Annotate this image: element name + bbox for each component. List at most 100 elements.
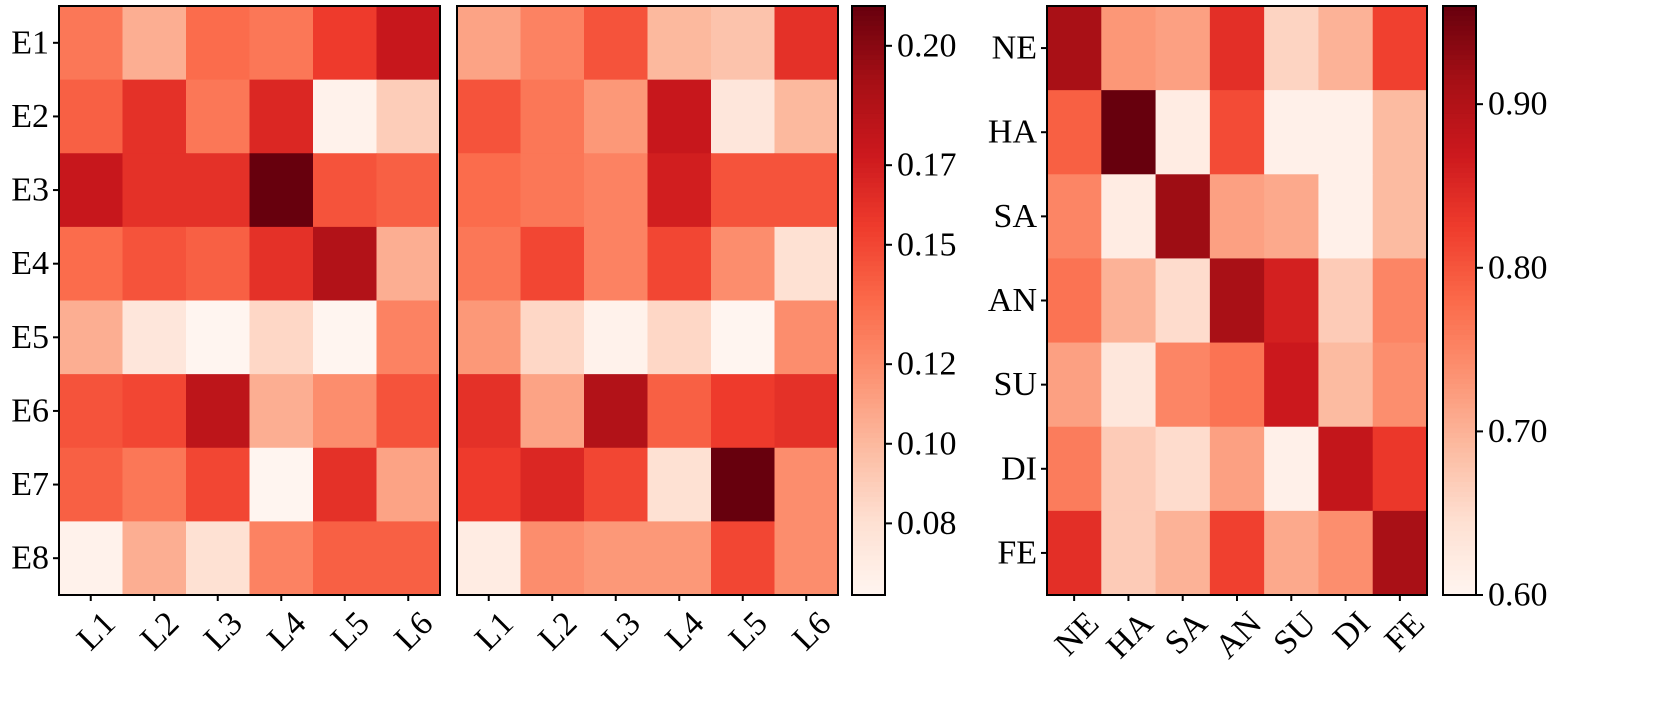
colorbar-segment [852, 506, 885, 513]
colorbar-segment [1443, 447, 1476, 454]
heatmap-cell [1372, 6, 1428, 91]
colorbar-segment [1443, 315, 1476, 321]
x-tick-label: L5 [722, 605, 775, 658]
colorbar-segment [1443, 354, 1476, 360]
heatmap-cell [520, 79, 585, 154]
colorbar-segment [852, 359, 885, 365]
colorbar-segment [852, 187, 885, 194]
heatmap-cell [313, 521, 378, 596]
colorbar-segment [1443, 221, 1476, 228]
colorbar-segment [1443, 35, 1476, 41]
colorbar-segment [852, 84, 885, 91]
colorbar-tick-label: 0.80 [1488, 249, 1548, 286]
colorbar-segment [852, 383, 885, 390]
colorbar-segment [852, 398, 885, 405]
colorbar-segment [852, 94, 885, 100]
heatmap-cell [1372, 258, 1428, 344]
colorbar-segment [1443, 25, 1476, 32]
heatmap-cell [1372, 342, 1428, 428]
colorbar-segment [1443, 580, 1476, 586]
heatmap-cell [1101, 258, 1157, 344]
heatmap-cell [584, 374, 649, 449]
heatmap-cell [711, 153, 776, 228]
heatmap-cell [457, 300, 522, 375]
colorbar-segment [1443, 550, 1476, 557]
colorbar-segment [1443, 167, 1476, 174]
colorbar-segment [852, 118, 885, 125]
colorbar-segment [852, 590, 885, 596]
colorbar-segment [852, 6, 885, 12]
heatmap-cell [376, 153, 441, 228]
heatmap-cell [457, 153, 522, 228]
colorbar-segment [852, 349, 885, 356]
colorbar-segment [852, 423, 885, 429]
heatmap-cell [584, 226, 649, 302]
colorbar-segment [852, 467, 885, 473]
heatmap-cell [457, 521, 522, 596]
colorbar-segment [852, 271, 885, 277]
heatmap-cell [122, 226, 187, 302]
colorbar-segment [1443, 442, 1476, 449]
colorbar-segment [1443, 138, 1476, 145]
colorbar-segment [852, 251, 885, 257]
colorbar-segment [852, 290, 885, 297]
colorbar-segment [1443, 310, 1476, 316]
colorbar-segment [852, 305, 885, 311]
colorbar-segment [1443, 158, 1476, 164]
colorbar-segment [1443, 325, 1476, 331]
heatmap-cell [59, 226, 124, 302]
colorbar-segment [852, 393, 885, 400]
colorbar-segment [1443, 59, 1476, 66]
heatmap-cell [457, 374, 522, 449]
panel-frame [456, 5, 839, 596]
colorbar-segment [1443, 10, 1476, 17]
heatmap-cell [774, 374, 839, 449]
colorbar-segment [1443, 452, 1476, 459]
colorbar-segment [1443, 472, 1476, 478]
colorbar-segment [852, 79, 885, 86]
heatmap-cell [122, 6, 187, 81]
colorbar-segment [852, 531, 885, 537]
colorbar-segment [1443, 187, 1476, 194]
colorbar-segment [1443, 271, 1476, 277]
colorbar-segment [852, 35, 885, 41]
colorbar-segment [1443, 280, 1476, 287]
x-tick-label: L4 [658, 605, 711, 658]
heatmap-cell [1101, 6, 1157, 91]
colorbar-segment [1443, 89, 1476, 95]
heatmap-cell [647, 226, 712, 302]
colorbar-segment [852, 364, 885, 370]
colorbar-segment [852, 491, 885, 498]
colorbar-segment [1443, 541, 1476, 547]
colorbar-3: 0.60 0.70 0.80 0.90 [1442, 5, 1548, 614]
colorbar-segment [1443, 6, 1476, 12]
y-tick-label: SU [994, 366, 1037, 403]
colorbar-segment [1443, 74, 1476, 81]
colorbar-segment [852, 403, 885, 410]
y-tick-label: E2 [11, 98, 49, 135]
heatmap-cell [1318, 342, 1374, 428]
heatmap-cell [1264, 426, 1320, 512]
colorbar-segment [1443, 217, 1476, 223]
heatmap-cell [376, 521, 441, 596]
colorbar-segment [1443, 300, 1476, 307]
colorbar-segment [1443, 462, 1476, 468]
heatmap-cell [647, 300, 712, 375]
heatmap-cell [1155, 426, 1211, 512]
colorbar-tick-label: 0.20 [897, 27, 957, 64]
colorbar-segment [1443, 487, 1476, 493]
x-tick-label: L1 [70, 605, 123, 658]
colorbar-segment [852, 580, 885, 586]
colorbar-segment [852, 123, 885, 130]
colorbar-segment [852, 221, 885, 228]
colorbar-tick-label: 0.60 [1488, 577, 1548, 614]
colorbar-segment [1443, 560, 1476, 567]
colorbar-segment [1443, 55, 1476, 61]
colorbar-segment [1443, 433, 1476, 439]
heatmap-cell [186, 153, 251, 228]
colorbar-segment [1443, 79, 1476, 86]
colorbar-segment [852, 280, 885, 287]
y-tick-label: SA [994, 198, 1038, 235]
heatmap-cell [647, 521, 712, 596]
heatmap-cell [249, 226, 314, 302]
